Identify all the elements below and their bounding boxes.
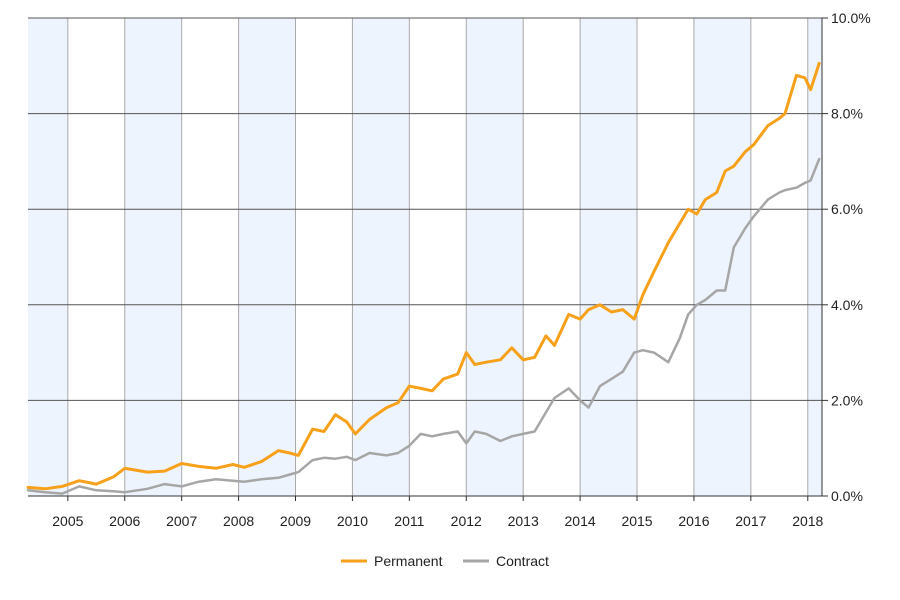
year-band [352, 18, 410, 496]
x-tick-label: 2010 [337, 513, 368, 529]
year-band [693, 18, 751, 496]
year-band [466, 18, 524, 496]
x-tick-label: 2005 [52, 513, 83, 529]
x-tick-label: 2008 [223, 513, 254, 529]
year-bands [28, 18, 822, 496]
y-tick-label: 8.0% [831, 106, 863, 122]
y-tick-label: 10.0% [831, 10, 871, 26]
series-line-contract [26, 157, 821, 495]
x-tick-label: 2014 [565, 513, 596, 529]
year-band [238, 18, 296, 496]
x-tick-label: 2011 [394, 513, 424, 529]
x-tick-label: 2012 [451, 513, 482, 529]
y-tick-label: 0.0% [831, 488, 863, 504]
x-tick-label: 2007 [166, 513, 197, 529]
x-tick-label: 2006 [109, 513, 140, 529]
legend-label-contract: Contract [496, 553, 549, 569]
y-axis: 0.0% 2.0% 4.0% 6.0% 8.0% 10.0% [821, 10, 871, 504]
legend-label-permanent: Permanent [374, 553, 443, 569]
legend: Permanent Contract [341, 553, 549, 569]
x-tick-label: 2015 [621, 513, 652, 529]
vertical-gridlines [67, 18, 809, 496]
year-band [580, 18, 638, 496]
x-axis: 2005 2006 2007 2008 2009 2010 2011 2012 2013 2014… [28, 495, 824, 529]
x-tick-label: 2016 [678, 513, 709, 529]
series-layer [26, 61, 821, 495]
y-tick-label: 2.0% [831, 392, 863, 408]
y-tick-label: 4.0% [831, 297, 863, 313]
x-tick-label: 2009 [280, 513, 311, 529]
series-line-permanent [26, 61, 821, 491]
year-band [124, 18, 182, 496]
x-tick-label: 2018 [792, 513, 823, 529]
year-band [807, 18, 822, 496]
year-band [28, 18, 68, 496]
y-tick-label: 6.0% [831, 201, 863, 217]
x-tick-label: 2017 [735, 513, 766, 529]
x-tick-label: 2013 [508, 513, 539, 529]
